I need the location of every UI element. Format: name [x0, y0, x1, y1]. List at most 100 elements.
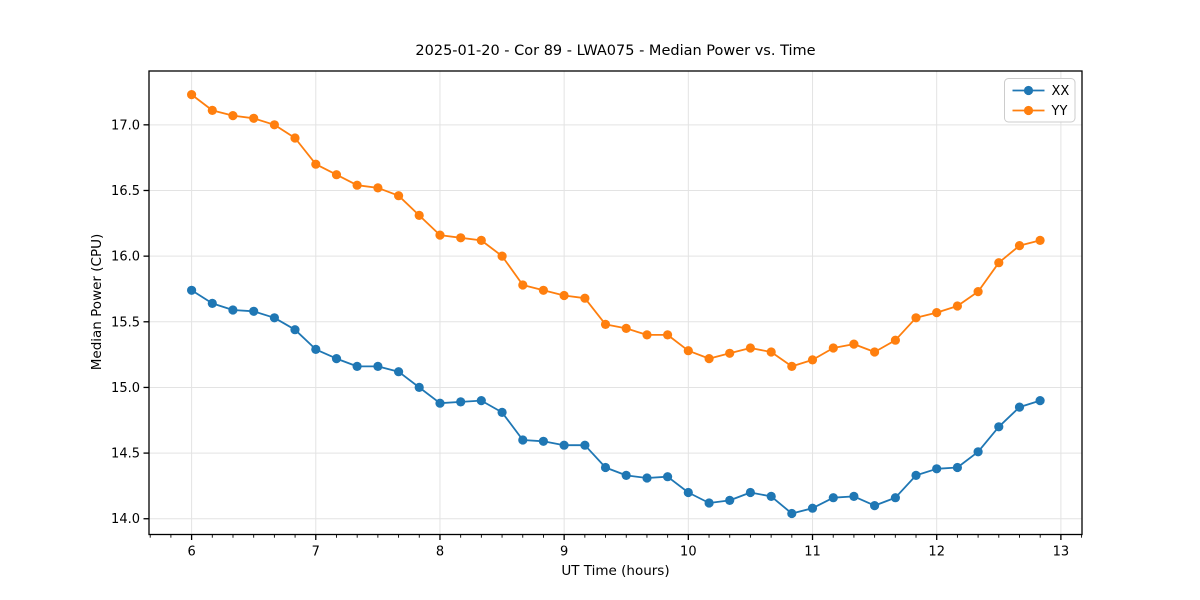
- data-point-yy: [414, 210, 424, 220]
- data-point-xx: [497, 407, 507, 417]
- data-point-xx: [476, 396, 486, 406]
- x-tick-label: 10: [680, 545, 697, 560]
- data-point-yy: [870, 347, 880, 357]
- data-point-xx: [559, 440, 569, 450]
- data-point-yy: [331, 170, 342, 180]
- data-point-yy: [373, 183, 383, 193]
- y-tick-label: 14.0: [111, 512, 140, 527]
- data-point-yy: [352, 180, 362, 190]
- data-point-yy: [187, 90, 197, 100]
- data-point-yy: [559, 290, 569, 301]
- data-point-yy: [476, 235, 486, 245]
- x-axis-label: UT Time (hours): [561, 563, 670, 579]
- data-point-xx: [973, 447, 983, 457]
- data-point-xx: [456, 397, 466, 407]
- legend-marker: [1023, 85, 1034, 96]
- data-point-xx: [683, 487, 693, 498]
- data-point-xx: [704, 498, 714, 508]
- data-point-xx: [600, 462, 611, 473]
- data-point-yy: [311, 159, 321, 169]
- x-tick-label: 7: [312, 545, 320, 560]
- data-point-xx: [187, 285, 197, 295]
- data-point-xx: [518, 435, 528, 445]
- data-point-yy: [290, 133, 300, 143]
- data-point-xx: [352, 361, 362, 371]
- data-point-yy: [538, 285, 549, 295]
- data-point-xx: [580, 440, 590, 450]
- data-point-xx: [373, 361, 383, 371]
- data-point-yy: [932, 308, 942, 318]
- data-point-xx: [994, 422, 1004, 432]
- data-point-yy: [766, 347, 776, 357]
- data-point-xx: [414, 382, 424, 392]
- data-point-yy: [497, 251, 507, 261]
- axes-spines: [148, 70, 1083, 536]
- data-point-xx: [207, 298, 217, 308]
- data-point-yy: [994, 258, 1004, 268]
- y-tick-label: 15.0: [111, 381, 140, 396]
- data-point-yy: [394, 191, 404, 201]
- data-point-xx: [663, 472, 673, 482]
- data-point-xx: [766, 491, 776, 501]
- data-point-yy: [600, 319, 611, 329]
- data-point-xx: [435, 398, 445, 408]
- data-point-yy: [890, 335, 901, 345]
- data-point-xx: [932, 464, 942, 474]
- data-point-xx: [807, 503, 818, 513]
- legend-label-xx: XX: [1052, 84, 1070, 99]
- data-point-yy: [1014, 241, 1025, 251]
- y-tick-label: 16.5: [111, 184, 140, 199]
- data-point-yy: [911, 313, 921, 323]
- x-tick-label: 8: [436, 545, 444, 560]
- data-point-yy: [249, 113, 259, 123]
- y-axis-label: Median Power (CPU): [89, 233, 105, 371]
- data-point-xx: [870, 501, 880, 511]
- data-point-yy: [663, 330, 673, 340]
- legend-marker: [1023, 105, 1034, 116]
- data-point-xx: [642, 473, 652, 483]
- data-point-yy: [849, 339, 859, 349]
- data-point-xx: [249, 306, 259, 316]
- x-tick-label: 6: [187, 545, 195, 560]
- data-point-yy: [207, 105, 217, 115]
- x-tick-label: 11: [804, 545, 821, 560]
- data-point-yy: [787, 361, 797, 371]
- legend-label-yy: YY: [1051, 104, 1068, 119]
- data-point-yy: [745, 343, 756, 353]
- y-tick-label: 16.0: [111, 250, 140, 265]
- data-point-yy: [269, 120, 279, 130]
- data-point-yy: [952, 301, 963, 311]
- data-point-xx: [828, 493, 838, 503]
- x-tick-label: 12: [928, 545, 945, 560]
- data-point-yy: [973, 287, 983, 297]
- data-point-xx: [269, 313, 279, 323]
- axes-background: [149, 71, 1082, 535]
- y-tick-label: 17.0: [111, 118, 140, 133]
- data-point-yy: [683, 346, 693, 356]
- data-point-yy: [228, 111, 238, 121]
- data-point-xx: [538, 436, 549, 446]
- data-point-xx: [911, 470, 921, 480]
- chart-title: 2025-01-20 - Cor 89 - LWA075 - Median Po…: [415, 43, 816, 59]
- data-point-yy: [725, 348, 735, 358]
- data-point-yy: [456, 233, 466, 243]
- data-point-xx: [228, 305, 238, 315]
- x-tick-label: 13: [1053, 545, 1070, 560]
- data-point-xx: [311, 344, 321, 354]
- data-point-yy: [828, 343, 838, 353]
- data-point-yy: [518, 280, 528, 290]
- data-point-xx: [331, 354, 342, 364]
- data-point-xx: [621, 470, 631, 480]
- data-point-xx: [290, 325, 300, 335]
- y-tick-label: 15.5: [111, 315, 140, 330]
- data-point-xx: [890, 493, 901, 503]
- data-point-xx: [849, 491, 859, 501]
- data-point-xx: [952, 462, 963, 473]
- data-point-yy: [1035, 235, 1045, 245]
- data-point-xx: [745, 487, 756, 498]
- data-point-yy: [642, 330, 652, 340]
- data-point-yy: [621, 323, 631, 333]
- data-point-xx: [1035, 396, 1045, 406]
- x-tick-label: 9: [560, 545, 568, 560]
